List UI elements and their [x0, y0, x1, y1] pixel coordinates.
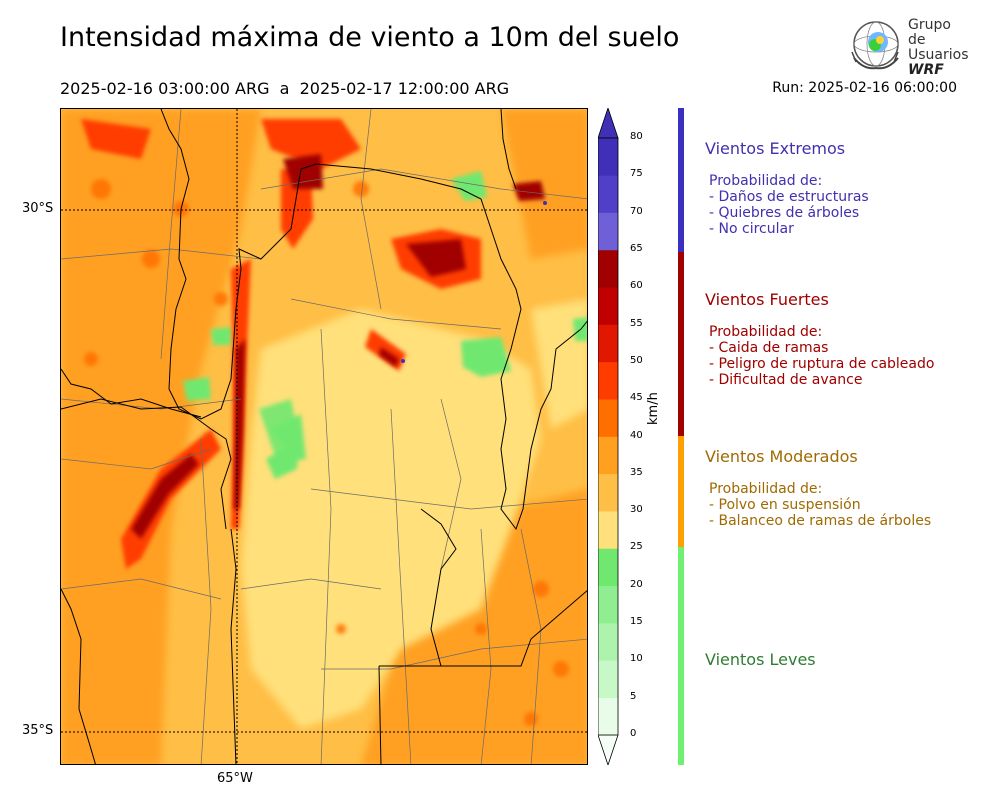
colorbar-segment: [598, 436, 618, 475]
colorbar-tick-label: 70: [630, 205, 643, 217]
colorbar-segment: [598, 399, 618, 437]
colorbar-tick-label: 40: [630, 429, 643, 441]
category-title-light: Vientos Leves: [705, 650, 816, 669]
colorbar-unit: km/h: [646, 392, 661, 425]
colorbar-tick-label: 50: [630, 354, 643, 366]
colorbar-tick-label: 30: [630, 504, 643, 516]
lat-label-35s: 35°S: [22, 723, 54, 738]
category-bar-strong: [678, 252, 684, 436]
category-body-strong: Probabilidad de: - Caida de ramas - Peli…: [709, 324, 935, 388]
lon-label-65w: 65°W: [217, 771, 253, 786]
logo-line-1: Grupo de: [908, 17, 951, 48]
category-bar-extreme: [678, 108, 684, 252]
category-title-extreme: Vientos Extremos: [705, 139, 846, 158]
category-bar-moderate: [678, 436, 684, 547]
wind-speed-map: [60, 108, 588, 765]
logo-line-2: Usuarios: [908, 47, 969, 63]
colorbar-segment: [598, 175, 618, 213]
colorbar-segment: [598, 623, 618, 661]
colorbar-tick-label: 45: [630, 392, 643, 404]
colorbar-segment: [598, 697, 618, 736]
colorbar-tick-label: 15: [630, 616, 643, 628]
colorbar-extend-min: [598, 734, 619, 765]
colorbar-segment: [598, 212, 618, 251]
colorbar-segment: [598, 473, 618, 512]
forecast-period: 2025-02-16 03:00:00 ARG a 2025-02-17 12:…: [60, 79, 510, 98]
colorbar-tick-label: 25: [630, 541, 643, 553]
map-title: Intensidad máxima de viento a 10m del su…: [60, 22, 680, 53]
colorbar-tick-label: 75: [630, 168, 643, 180]
lat-label-30s: 30°S: [22, 201, 54, 216]
logo-line-3: WRF: [908, 62, 944, 78]
category-title-strong: Vientos Fuertes: [705, 290, 829, 309]
colorbar-segment: [598, 138, 618, 176]
category-body-moderate: Probabilidad de: - Polvo en suspensión -…: [709, 481, 932, 529]
colorbar-tick-label: 20: [630, 578, 643, 590]
colorbar-tick-label: 5: [630, 690, 637, 702]
colorbar-tick-label: 60: [630, 280, 643, 292]
grupo-wrf-logo: Grupo de Usuarios WRF: [848, 16, 969, 78]
wind-colorbar: [598, 108, 619, 765]
colorbar-segment: [598, 324, 618, 363]
category-title-moderate: Vientos Moderados: [705, 447, 858, 466]
category-bar-light: [678, 547, 684, 765]
colorbar-tick-label: 65: [630, 242, 643, 254]
colorbar-tick-label: 0: [630, 728, 637, 739]
colorbar-segment: [598, 249, 618, 288]
colorbar-segment: [598, 361, 618, 400]
colorbar-tick-label: 35: [630, 466, 643, 478]
run-time: Run: 2025-02-16 06:00:00: [772, 80, 957, 96]
colorbar-segment: [598, 287, 618, 325]
colorbar-segment: [598, 548, 618, 587]
colorbar-frame: [598, 137, 619, 736]
category-body-extreme: Probabilidad de: - Daños de estructuras …: [709, 173, 869, 237]
colorbar-tick-label: 80: [630, 131, 643, 142]
colorbar-tick-label: 55: [630, 317, 643, 329]
colorbar-extend-max: [598, 108, 619, 139]
globe-icon: [851, 21, 899, 70]
colorbar-segment: [598, 511, 618, 549]
map-canvas: [61, 109, 587, 764]
colorbar-tick-label: 10: [630, 653, 643, 665]
colorbar-segment: [598, 660, 618, 698]
colorbar-segment: [598, 585, 618, 624]
